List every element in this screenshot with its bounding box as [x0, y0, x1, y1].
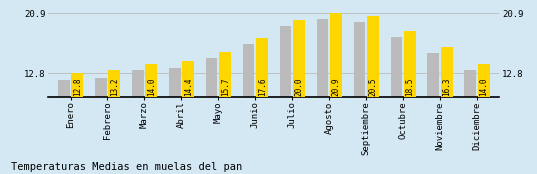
Bar	[243, 44, 255, 97]
Text: 12.8: 12.8	[73, 77, 82, 96]
Text: Temperaturas Medias en muelas del pan: Temperaturas Medias en muelas del pan	[11, 162, 242, 172]
Bar	[317, 19, 329, 97]
Text: 14.0: 14.0	[480, 77, 489, 96]
Bar	[206, 58, 217, 97]
Text: 16.3: 16.3	[442, 77, 452, 96]
Bar	[132, 70, 143, 97]
Text: 14.4: 14.4	[184, 77, 193, 96]
Bar	[108, 70, 120, 97]
Bar	[293, 20, 305, 97]
Bar	[58, 80, 70, 97]
Text: 20.9: 20.9	[332, 77, 340, 96]
Bar	[280, 26, 292, 97]
Bar	[465, 70, 476, 97]
Bar	[169, 68, 180, 97]
Bar	[404, 31, 416, 97]
Bar	[427, 53, 439, 97]
Text: 13.2: 13.2	[110, 77, 119, 96]
Text: 20.0: 20.0	[295, 77, 304, 96]
Text: 18.5: 18.5	[405, 77, 415, 96]
Bar	[183, 61, 194, 97]
Bar	[256, 38, 268, 97]
Bar	[367, 16, 379, 97]
Text: 14.0: 14.0	[147, 77, 156, 96]
Bar	[441, 47, 453, 97]
Text: 15.7: 15.7	[221, 77, 230, 96]
Bar	[330, 13, 342, 97]
Bar	[71, 73, 83, 97]
Bar	[390, 37, 402, 97]
Bar	[353, 22, 365, 97]
Bar	[478, 64, 490, 97]
Bar	[146, 64, 157, 97]
Text: 20.5: 20.5	[368, 77, 378, 96]
Text: 17.6: 17.6	[258, 77, 267, 96]
Bar	[219, 52, 231, 97]
Bar	[95, 78, 106, 97]
